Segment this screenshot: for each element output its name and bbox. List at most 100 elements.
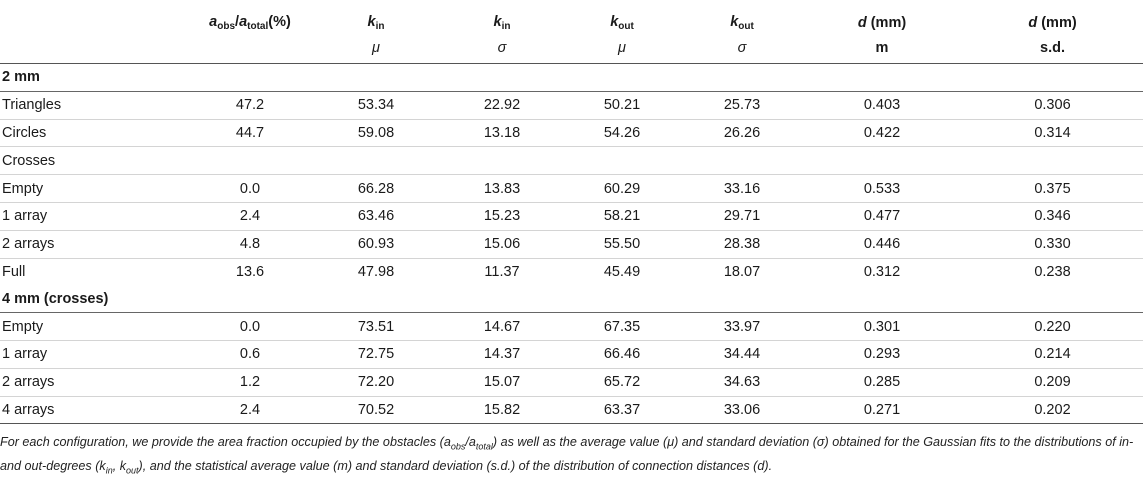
header-symbol: d [1028, 15, 1038, 31]
header-symbol: k [493, 14, 502, 30]
table-row: 2 arrays 4.8 60.93 15.06 55.50 28.38 0.446 0.33… [0, 229, 1143, 259]
table-cell: 0.0 [239, 318, 261, 335]
table-cell: 15.07 [442, 367, 562, 397]
table-cell: 66.46 [562, 339, 682, 369]
table-cell: 63.46 [310, 201, 442, 231]
table-cell [802, 146, 962, 175]
header-stat-cell: s.d. [962, 35, 1143, 64]
table-cell: 0.220 [1034, 318, 1071, 335]
table-cell: 0.6 [190, 339, 310, 369]
table-cell: 67.35 [603, 318, 641, 335]
table-cell: 0.306 [1034, 97, 1071, 114]
table-cell: 45.49 [562, 257, 682, 286]
table-cell: 13.6 [190, 257, 310, 286]
table-cell: 4.8 [190, 229, 310, 259]
table-cell: 14.67 [483, 318, 521, 335]
table-cell: 0.312 [802, 257, 962, 286]
table-cell: 0.314 [962, 118, 1143, 147]
header-stat-cell [0, 35, 190, 64]
table-cell: 0.533 [802, 174, 962, 203]
table-cell: 33.97 [723, 318, 761, 335]
table-cell: 73.51 [357, 318, 395, 335]
table-cell: 18.07 [682, 257, 802, 286]
row-label: Circles [0, 118, 190, 147]
table-cell: 1.2 [190, 367, 310, 397]
table-cell: 0.202 [962, 395, 1143, 424]
table-cell: 44.7 [190, 118, 310, 147]
row-label: 2 arrays [0, 367, 190, 397]
row-label: 2 arrays [0, 229, 190, 259]
table-cell: 59.08 [310, 118, 442, 147]
table-cell: 0.0 [190, 174, 310, 203]
table-caption: For each configuration, we provide the a… [0, 423, 1143, 480]
section-title: 4 mm (crosses) [0, 285, 1143, 314]
table-cell: 0.330 [962, 229, 1143, 259]
table-cell: 66.28 [310, 174, 442, 203]
row-label: Triangles [2, 97, 62, 114]
table-cell: 33.16 [682, 174, 802, 203]
header-stat-cell [190, 35, 310, 64]
header-stat-cell: σ [442, 35, 562, 64]
table-cell [562, 146, 682, 175]
header-stat-cell: μ [562, 35, 682, 64]
header-symbol: a [209, 14, 218, 30]
table-cell: 0.293 [802, 339, 962, 369]
table-cell: 33.06 [682, 395, 802, 424]
table-cell: 25.73 [723, 97, 761, 114]
row-label: Full [0, 257, 190, 286]
table-cell: 58.21 [562, 201, 682, 231]
table-cell: 47.2 [235, 97, 265, 114]
table-body: 2 mm Triangles 47.2 53.34 22.92 50.21 25.73 0.4… [0, 63, 1143, 424]
table-cell: 60.29 [562, 174, 682, 203]
header-cell-kin-sigma: kin [442, 0, 562, 35]
header-subscript: obs [217, 21, 236, 32]
row-label: Crosses [0, 146, 190, 175]
header-stat-cell: m [802, 35, 962, 64]
table-cell: 50.21 [603, 97, 641, 114]
header-subscript: total [247, 21, 269, 32]
header-stat-cell: σ [682, 35, 802, 64]
table-cell: 22.92 [483, 97, 521, 114]
table-cell: 0.214 [962, 339, 1143, 369]
header-cell-d-sd: d (mm) [962, 0, 1143, 35]
row-label: Empty [0, 174, 190, 203]
table-cell: 29.71 [682, 201, 802, 231]
table-cell: 72.75 [310, 339, 442, 369]
table-cell: 0.403 [863, 97, 901, 114]
table-row: Empty 0.0 66.28 13.83 60.29 33.16 0.533 0.375 [0, 174, 1143, 203]
header-symbol: k [610, 14, 619, 30]
header-symbol: a [239, 14, 248, 30]
header-subscript: in [501, 21, 511, 32]
table-row: 2 arrays 1.2 72.20 15.07 65.72 34.63 0.285 0.20… [0, 367, 1143, 397]
data-table: aobs/atotal(%) kin kin kout kout d (mm) [0, 0, 1143, 424]
header-subscript: in [375, 21, 385, 32]
header-symbol: k [367, 14, 376, 30]
header-stat-cell: μ [310, 35, 442, 64]
table-cell: 15.82 [442, 395, 562, 424]
table-cell: 0.477 [802, 201, 962, 231]
header-subscript: out [738, 21, 754, 32]
table-cell: 47.98 [310, 257, 442, 286]
table-row: Empty 0.0 73.51 14.67 67.35 33.97 0.301 0.220 [0, 313, 1143, 341]
row-label: 1 array [0, 201, 190, 231]
table-cell [190, 146, 310, 175]
table-cell: 28.38 [682, 229, 802, 259]
header-cell-d-m: d (mm) [802, 0, 962, 35]
table-cell [962, 146, 1143, 175]
table-cell [442, 146, 562, 175]
header-row-1: aobs/atotal(%) kin kin kout kout d (mm) [0, 0, 1143, 35]
table-cell: 0.346 [962, 201, 1143, 231]
table-header: aobs/atotal(%) kin kin kout kout d (mm) [0, 0, 1143, 64]
table-cell: 0.301 [863, 318, 901, 335]
table-row: 4 arrays 2.4 70.52 15.82 63.37 33.06 0.271 0.20… [0, 395, 1143, 424]
section-title: 2 mm [0, 63, 1143, 92]
row-label: 1 array [0, 339, 190, 369]
header-subscript: out [618, 21, 634, 32]
table-cell: 14.37 [442, 339, 562, 369]
table-cell: 60.93 [310, 229, 442, 259]
table-cell [310, 146, 442, 175]
section-header-row: 4 mm (crosses) [0, 285, 1143, 314]
table-cell [682, 146, 802, 175]
header-cell-kout-sigma: kout [682, 0, 802, 35]
table-cell: 0.422 [802, 118, 962, 147]
